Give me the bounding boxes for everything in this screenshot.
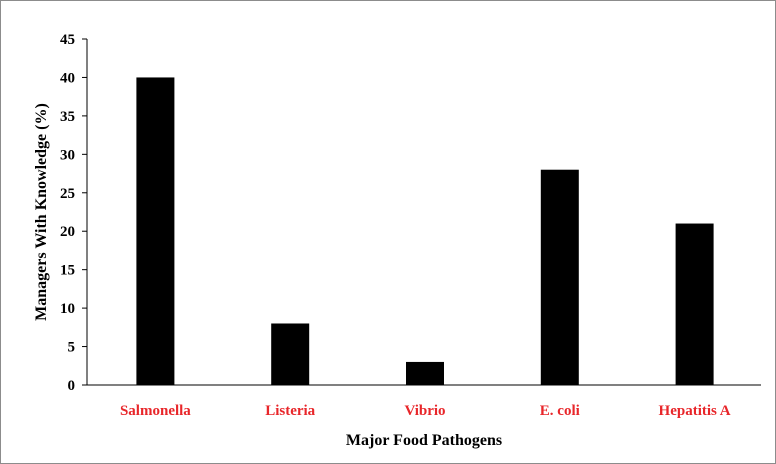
bar-hepatitis-a	[676, 224, 714, 385]
y-tick-label: 45	[60, 32, 75, 48]
y-tick-label: 25	[60, 186, 75, 202]
y-tick-label: 35	[60, 109, 75, 125]
bars	[136, 77, 713, 385]
y-tick-label: 15	[60, 263, 75, 279]
y-tick-label: 5	[68, 340, 76, 356]
y-axis-title: Managers With Knowledge (%)	[33, 103, 50, 321]
x-category-label: E. coli	[540, 403, 580, 419]
y-tick-label: 40	[60, 70, 75, 86]
bar-listeria	[271, 323, 309, 385]
y-tick-label: 30	[60, 147, 75, 163]
y-tick-label: 0	[68, 378, 76, 394]
x-axis-title: Major Food Pathogens	[346, 432, 502, 449]
bar-vibrio	[406, 362, 444, 385]
x-category-label: Listeria	[265, 403, 315, 419]
x-axis-categories: Salmonella Listeria Vibrio E. coli Hepatitis…	[120, 403, 731, 419]
x-category-label: Vibrio	[404, 403, 445, 419]
x-category-label: Salmonella	[120, 403, 191, 419]
y-axis-ticks: 0 5 10 15 20 25 30 35 40 45	[60, 32, 87, 394]
x-category-label: Hepatitis A	[659, 403, 731, 419]
y-tick-label: 20	[60, 224, 75, 240]
bar-e-coli	[541, 170, 579, 385]
y-tick-label: 10	[60, 301, 75, 317]
bar-salmonella	[136, 77, 174, 385]
